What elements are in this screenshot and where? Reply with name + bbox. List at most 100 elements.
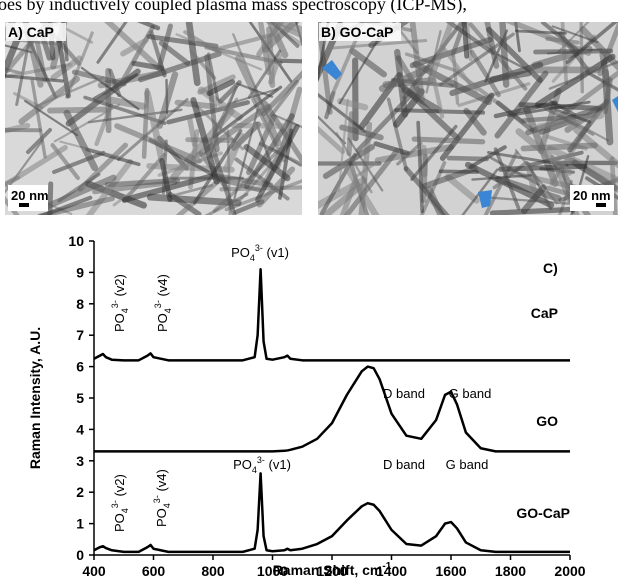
needle: [526, 162, 553, 211]
needle: [378, 64, 433, 93]
needle: [461, 168, 499, 215]
needle: [514, 29, 567, 35]
annotation-main: D band: [383, 386, 425, 401]
needle: [268, 53, 282, 85]
x-tick-label: 1600: [435, 563, 466, 579]
needle: [431, 77, 445, 119]
x-tick-label: 1200: [316, 563, 347, 579]
y-tick-label: 8: [76, 296, 84, 312]
y-tick-label: 0: [76, 547, 84, 563]
annotation: G band: [449, 386, 492, 401]
x-tick-label: 600: [142, 563, 166, 579]
annotation-sub: 4: [250, 253, 255, 263]
annotation-sup: 3-: [255, 243, 263, 253]
needle: [499, 22, 510, 88]
needle: [236, 82, 274, 98]
needle: [548, 60, 618, 90]
needle: [136, 22, 161, 31]
needle: [243, 144, 291, 182]
needle: [525, 162, 538, 196]
y-tick-label: 6: [76, 359, 84, 375]
panel-label: A) CaP: [8, 24, 54, 40]
needle: [482, 195, 570, 205]
needle: [489, 206, 577, 215]
panel-label: B) GO-CaP: [321, 24, 393, 40]
needle: [185, 22, 201, 87]
needle: [63, 109, 99, 172]
needle: [426, 22, 455, 84]
needle: [402, 22, 464, 100]
annotation: D band: [383, 386, 425, 401]
needle: [602, 77, 613, 115]
needle: [157, 23, 173, 70]
needle: [260, 70, 302, 117]
y-axis-label: Raman Intensity, A.U.: [27, 327, 43, 469]
needle: [337, 98, 369, 111]
needle: [353, 160, 379, 179]
needle: [543, 107, 595, 136]
annotation-rest: (v4): [154, 469, 169, 495]
annotation-main: PO: [155, 313, 170, 332]
x-tick-label: 400: [82, 563, 106, 579]
panel-label: C): [543, 260, 558, 276]
annotation-sub: 4: [120, 508, 130, 513]
needle: [546, 145, 618, 185]
annotation: D band: [383, 457, 425, 472]
needle: [34, 76, 105, 108]
annotation-rest: (v2): [112, 274, 127, 300]
needle: [461, 22, 470, 59]
needle: [59, 140, 124, 159]
needle: [464, 22, 473, 62]
x-axis-label-sup: -1: [382, 561, 391, 572]
annotation-sub: 4: [162, 503, 172, 508]
needle: [195, 103, 272, 158]
needle: [396, 141, 423, 166]
needle: [409, 22, 425, 103]
needle: [50, 55, 83, 81]
needle: [144, 90, 166, 164]
needle: [468, 145, 507, 169]
series-label: CaP: [531, 305, 558, 321]
x-axis-label: Raman Shift, cm-1: [273, 561, 392, 578]
needle: [515, 128, 573, 176]
x-tick-label: 800: [201, 563, 225, 579]
needle: [349, 47, 387, 78]
label-bg: [319, 23, 401, 41]
needle: [520, 142, 598, 152]
x-tick-label: 2000: [554, 563, 585, 579]
needle: [494, 70, 549, 139]
needles: [5, 22, 302, 215]
needle: [541, 22, 580, 53]
needle: [26, 127, 53, 155]
needle: [545, 36, 580, 45]
needle: [167, 192, 202, 215]
needle: [468, 22, 528, 91]
needle: [120, 37, 149, 57]
y-tick-label: 2: [76, 484, 84, 500]
needle: [85, 158, 134, 215]
annotation-sub: 4: [120, 308, 130, 313]
needle: [204, 192, 249, 215]
needle: [206, 79, 236, 97]
annotation-main: G band: [449, 386, 492, 401]
needle: [439, 92, 495, 161]
needle: [85, 147, 141, 167]
series-line: [94, 365, 570, 453]
annotation-main: PO: [231, 245, 250, 260]
needle: [440, 44, 478, 95]
needles: [318, 22, 618, 215]
annotation: PO43- (v4): [153, 274, 173, 332]
scale-bar: [19, 203, 29, 207]
needle: [410, 124, 458, 181]
needle: [5, 144, 68, 189]
y-tick-label: 10: [68, 233, 84, 249]
needle: [175, 175, 225, 215]
needle: [554, 108, 592, 124]
annotation-main: PO: [154, 508, 169, 527]
annotation-rest: (v1): [263, 245, 289, 260]
needle: [337, 98, 349, 192]
annotation: PO43- (v1): [233, 455, 291, 475]
needle: [264, 22, 302, 39]
